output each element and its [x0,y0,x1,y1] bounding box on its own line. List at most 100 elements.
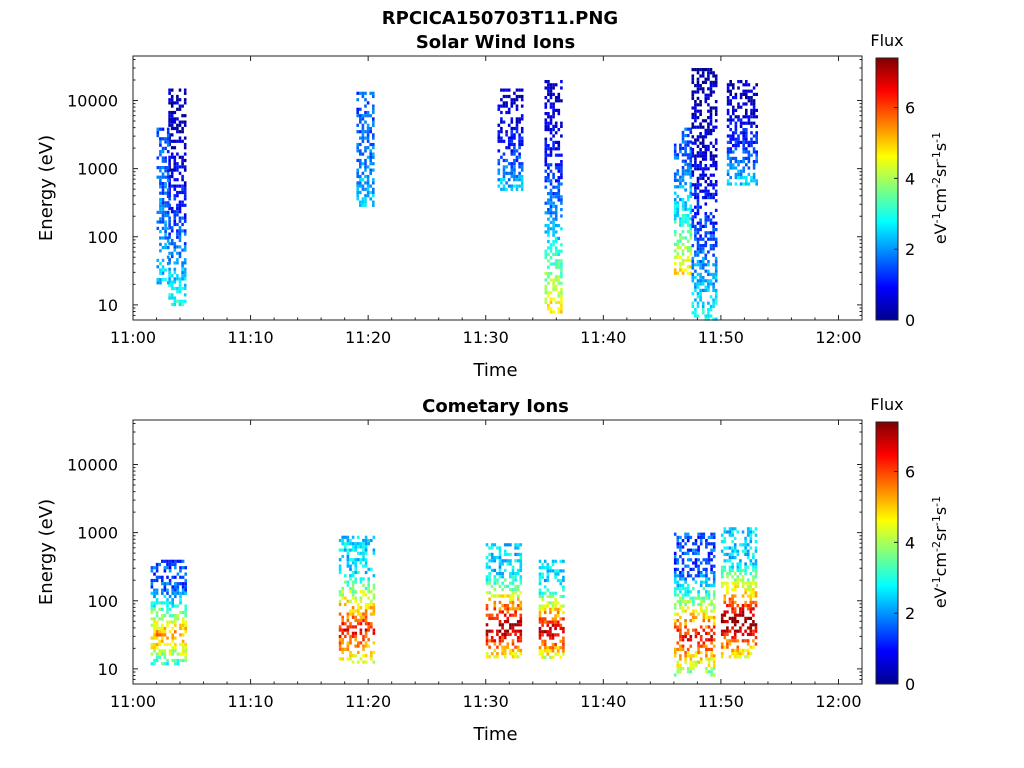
spectrogram-cell [501,626,504,630]
spectrogram-cell [514,543,517,547]
spectrogram-cell [155,623,159,627]
spectrogram-cell [557,310,561,314]
spectrogram-cell [338,558,342,562]
spectrogram-cell [689,159,693,163]
spectrogram-cell [498,552,502,556]
spectrogram-cell [752,575,755,579]
spectrogram-cell [168,206,171,211]
spectrogram-cell [731,594,734,598]
spectrogram-cell [686,230,690,234]
spectrogram-cell [684,236,687,240]
spectrogram-cell [704,135,708,139]
spectrogram-cell [514,546,517,550]
spectrogram-cell [754,581,758,585]
spectrogram-cell [181,626,185,631]
spectrogram-cell [176,274,179,278]
spectrogram-cell [547,86,550,90]
spectrogram-cell [712,288,715,292]
spectrogram-cell [699,154,702,158]
spectrogram-cell [679,654,682,658]
spectrogram-cell [745,92,748,96]
spectrogram-cell [515,98,519,102]
spectrogram-cell [714,208,718,212]
spectrogram-cell [359,190,362,195]
spectrogram-cell [729,115,732,119]
spectrogram-cell [367,622,370,626]
spectrogram-cell [720,613,724,617]
spectrogram-cell [359,165,362,169]
spectrogram-cell [519,620,523,624]
spectrogram-cell [746,565,750,569]
spectrogram-cell [694,308,697,312]
spectrogram-cell [676,178,680,182]
spectrogram-cell [714,260,718,264]
spectrogram-cell [496,546,499,550]
spectrogram-cell [176,588,180,592]
spectrogram-cell [520,142,524,147]
spectrogram-cell [709,234,713,238]
spectrogram-cell [370,590,373,594]
spectrogram-cell [159,153,162,157]
spectrogram-cell [161,601,164,605]
spectrogram-cell [364,149,367,153]
spectrogram-cell [359,117,362,121]
spectrogram-cell [699,542,703,546]
spectrogram-cell [372,110,375,115]
spectrogram-cell [552,230,555,234]
spectrogram-cell [354,615,357,619]
spectrogram-cell [184,614,187,618]
spectrogram-cell [694,228,697,232]
spectrogram-cell [673,651,677,655]
spectrogram-cell [150,601,154,605]
spectrogram-cell [554,195,558,199]
spectrogram-cell [686,583,690,587]
spectrogram-cell [161,649,164,653]
spectrogram-cell [696,151,700,155]
spectrogram-cell [691,164,695,168]
spectrogram-cell [707,647,711,651]
spectrogram-cell [362,558,365,562]
spectrogram-cell [176,286,179,291]
spectrogram-cell [733,549,737,553]
spectrogram-cell [560,208,563,212]
spectrogram-cell [509,632,512,636]
spectrogram-cell [552,204,555,208]
spectrogram-cell [170,94,174,99]
spectrogram-cell [694,157,697,161]
spectrogram-cell [372,641,376,645]
spectrogram-cell [181,174,184,179]
spectrogram-cell [557,128,561,132]
spectrogram-cell [547,294,550,298]
spectrogram-cell [496,581,499,585]
spectrogram-cell [557,153,561,157]
spectrogram-cell [684,542,687,546]
spectrogram-cell [560,163,563,167]
spectrogram-cell [359,628,363,632]
spectrogram-cell [684,143,687,147]
spectrogram-cell [684,172,687,176]
spectrogram-cell [168,178,171,182]
spectrogram-cell [372,162,375,166]
spectrogram-cell [720,616,724,620]
spectrogram-cell [712,90,715,94]
spectrogram-cell [181,203,184,207]
spectrogram-cell [686,271,690,275]
spectrogram-cell [720,632,724,636]
spectrogram-cell [731,620,734,624]
spectrogram-cell [684,651,687,655]
spectrogram-cell [707,144,710,148]
spectrogram-cell [166,582,169,586]
spectrogram-cell [341,538,344,543]
spectrogram-cell [705,631,708,635]
spectrogram-cell [676,599,680,603]
spectrogram-cell [168,235,171,239]
spectrogram-cell [741,607,745,611]
spectrogram-cell [511,591,515,595]
spectrogram-cell [168,293,171,297]
spectrogram-cell [737,160,740,164]
spectrogram-cell [178,277,182,281]
spectrogram-cell [686,214,690,218]
spectrogram-cell [739,131,743,135]
spectrogram-cell [681,217,685,221]
spectrogram-cell [366,187,370,191]
